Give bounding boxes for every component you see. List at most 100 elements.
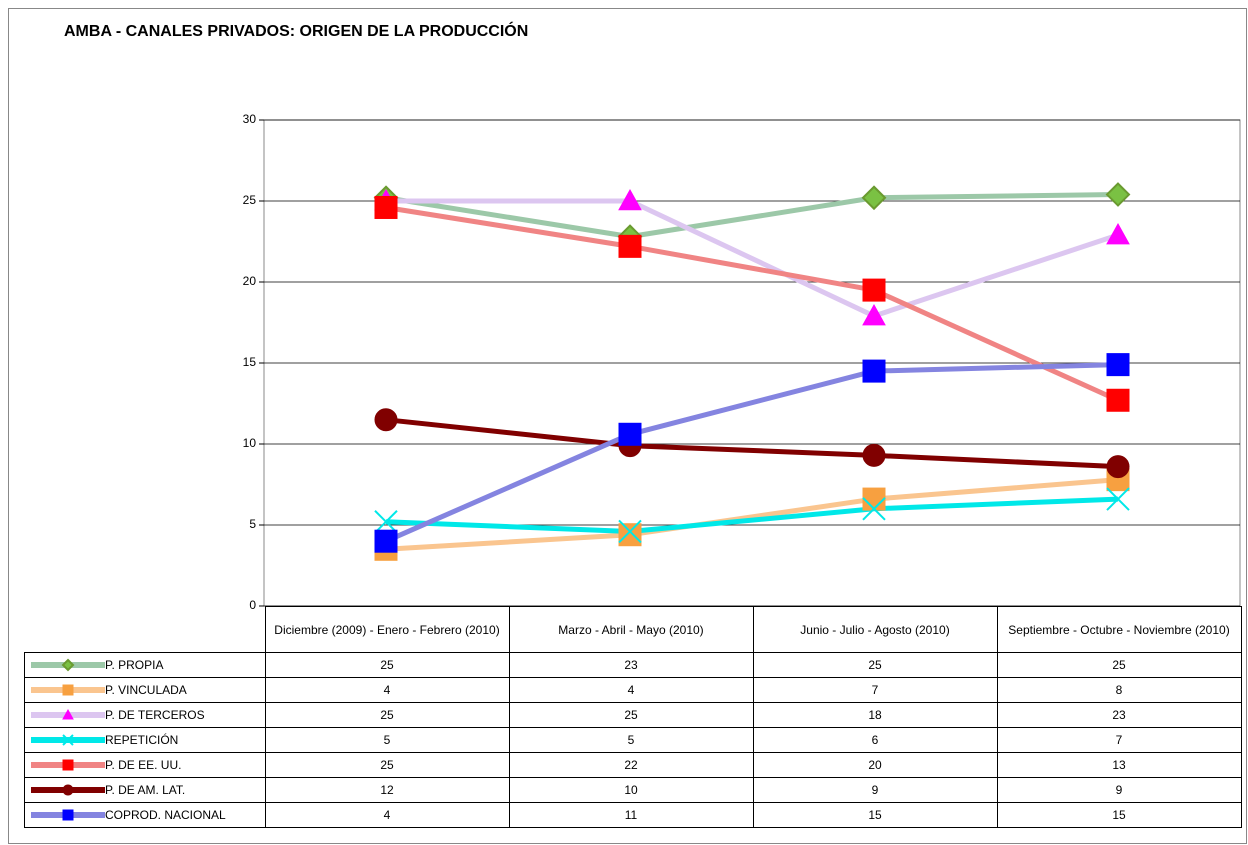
data-marker bbox=[862, 443, 886, 467]
data-marker bbox=[374, 529, 398, 553]
table-corner bbox=[25, 607, 266, 653]
table-value: 25 bbox=[508, 702, 754, 728]
y-tick-label: 15 bbox=[243, 355, 257, 369]
y-tick-label: 20 bbox=[243, 274, 257, 288]
legend-label: COPROD. NACIONAL bbox=[105, 807, 226, 822]
legend-marker bbox=[62, 709, 74, 720]
series-line bbox=[386, 198, 1119, 319]
legend-key bbox=[31, 759, 105, 771]
legend-key bbox=[31, 709, 105, 720]
data-marker bbox=[862, 303, 886, 326]
data-marker bbox=[862, 278, 886, 302]
table-value: 6 bbox=[752, 727, 998, 753]
legend-entry: COPROD. NACIONAL bbox=[24, 802, 266, 828]
data-marker bbox=[374, 510, 398, 534]
table-value: 25 bbox=[996, 652, 1242, 678]
table-value: 20 bbox=[752, 752, 998, 778]
data-marker bbox=[1106, 222, 1130, 245]
x-tick-label: Marzo - Abril - Mayo (2010) bbox=[508, 606, 754, 653]
table-value: 23 bbox=[996, 702, 1242, 728]
table-value: 12 bbox=[264, 777, 510, 803]
legend-label: REPETICIÓN bbox=[105, 732, 179, 747]
data-marker bbox=[374, 195, 398, 219]
table-value: 7 bbox=[996, 727, 1242, 753]
table-value: 25 bbox=[264, 752, 510, 778]
table-value: 22 bbox=[508, 752, 754, 778]
table-value: 8 bbox=[996, 677, 1242, 703]
legend-entry: P. PROPIA bbox=[24, 652, 266, 678]
legend-key bbox=[31, 734, 105, 747]
table-value: 25 bbox=[264, 652, 510, 678]
table-value: 9 bbox=[752, 777, 998, 803]
data-marker bbox=[1105, 182, 1131, 207]
table-row: REPETICIÓN 5 5 6 7 bbox=[24, 727, 1242, 753]
data-marker bbox=[618, 234, 642, 258]
legend-label: P. DE EE. UU. bbox=[105, 757, 182, 772]
series-line bbox=[384, 362, 1119, 544]
table-row: P. VINCULADA 4 4 7 8 bbox=[24, 677, 1242, 703]
chart-border bbox=[8, 8, 1247, 844]
legend-key bbox=[31, 658, 105, 672]
x-tick-label: Diciembre (2009) - Enero - Febrero (2010… bbox=[264, 606, 510, 653]
legend-label: P. PROPIA bbox=[105, 657, 164, 672]
table-value: 25 bbox=[264, 702, 510, 728]
data-marker bbox=[1106, 487, 1130, 511]
legend-marker bbox=[62, 784, 74, 796]
y-tick-label: 0 bbox=[249, 598, 256, 612]
table-row: P. DE AM. LAT. 12 10 9 9 bbox=[24, 777, 1242, 803]
chart-title: AMBA - CANALES PRIVADOS: ORIGEN DE LA PR… bbox=[64, 21, 528, 40]
legend-label: P. DE TERCEROS bbox=[105, 707, 205, 722]
data-marker bbox=[618, 519, 642, 544]
table-value: 18 bbox=[752, 702, 998, 728]
table-value: 7 bbox=[752, 677, 998, 703]
data-marker bbox=[618, 523, 642, 547]
y-tick-label: 30 bbox=[243, 112, 257, 126]
data-marker bbox=[1106, 353, 1130, 377]
table-value: 4 bbox=[264, 677, 510, 703]
legend-marker bbox=[62, 809, 74, 821]
table-value: 23 bbox=[508, 652, 754, 678]
y-tick-label: 25 bbox=[243, 193, 257, 207]
legend-entry: P. DE EE. UU. bbox=[24, 752, 266, 778]
data-marker bbox=[374, 408, 398, 432]
legend-entry: P. DE TERCEROS bbox=[24, 702, 266, 728]
data-marker bbox=[618, 188, 642, 211]
data-marker bbox=[1106, 388, 1130, 412]
legend-key bbox=[31, 784, 105, 796]
table-row: P. DE EE. UU. 25 22 20 13 bbox=[24, 752, 1242, 778]
legend-entry: P. VINCULADA bbox=[24, 677, 266, 703]
series-line bbox=[385, 477, 1119, 552]
legend-key bbox=[31, 684, 105, 696]
legend-entry: P. DE AM. LAT. bbox=[24, 777, 266, 803]
data-marker bbox=[862, 359, 886, 383]
table-row: P. DE TERCEROS 25 25 18 23 bbox=[24, 702, 1242, 728]
table-value: 9 bbox=[996, 777, 1242, 803]
legend-label: P. DE AM. LAT. bbox=[105, 782, 186, 797]
legend-marker bbox=[62, 734, 74, 747]
data-marker bbox=[862, 487, 886, 511]
legend-label: P. VINCULADA bbox=[105, 682, 187, 697]
table-header-row: Diciembre (2009) - Enero - Febrero (2010… bbox=[25, 606, 1242, 653]
y-tick-label: 10 bbox=[243, 436, 257, 450]
series-line bbox=[385, 417, 1119, 470]
data-table: Diciembre (2009) - Enero - Febrero (2010… bbox=[24, 606, 1242, 828]
table-value: 15 bbox=[752, 802, 998, 828]
table-value: 10 bbox=[508, 777, 754, 803]
data-marker bbox=[618, 422, 642, 446]
series-line bbox=[385, 205, 1120, 403]
table-value: 4 bbox=[508, 677, 754, 703]
series-line bbox=[385, 496, 1119, 534]
x-tick-label: Junio - Julio - Agosto (2010) bbox=[752, 606, 998, 653]
table-row: P. PROPIA 25 23 25 25 bbox=[24, 652, 1242, 678]
y-tick-label: 5 bbox=[249, 517, 256, 531]
table-value: 5 bbox=[508, 727, 754, 753]
legend-marker bbox=[62, 759, 74, 771]
table-value: 15 bbox=[996, 802, 1242, 828]
data-marker bbox=[862, 497, 886, 521]
table-value: 4 bbox=[264, 802, 510, 828]
table-value: 25 bbox=[752, 652, 998, 678]
table-value: 5 bbox=[264, 727, 510, 753]
table-row: COPROD. NACIONAL 4 11 15 15 bbox=[24, 802, 1242, 828]
